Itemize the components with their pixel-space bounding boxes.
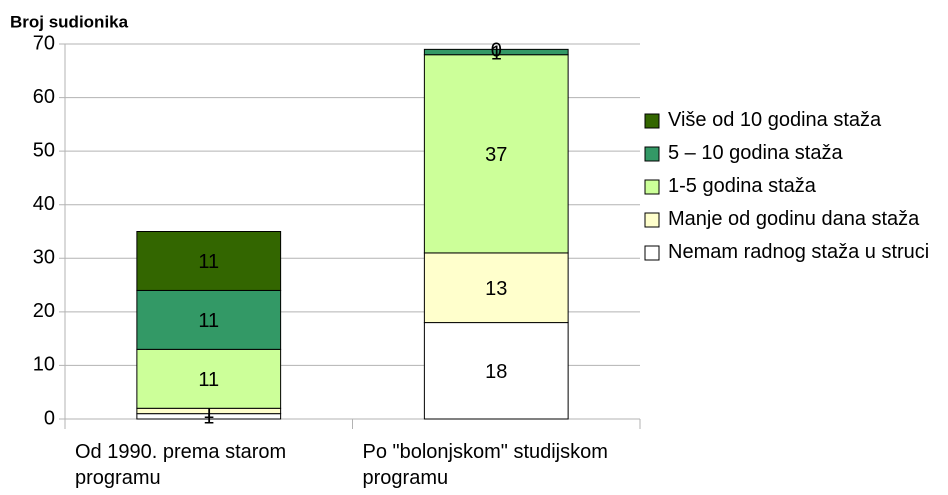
legend-swatch: [644, 245, 660, 261]
y-tick-label: 70: [33, 32, 55, 54]
legend-label: 1-5 godina staža: [668, 175, 817, 197]
y-tick-label: 0: [44, 407, 55, 429]
legend-swatch: [644, 179, 660, 195]
data-label: 0: [491, 40, 502, 62]
y-tick-label: 40: [33, 193, 55, 215]
data-label: 11: [198, 310, 219, 332]
y-tick-label: 60: [33, 86, 55, 108]
legend-swatch: [644, 146, 660, 162]
data-label: 13: [485, 278, 507, 300]
legend-label: Više od 10 godina staža: [668, 109, 882, 131]
data-label: 1: [203, 407, 214, 429]
y-axis-title: Broj sudionika: [10, 12, 129, 31]
legend-swatch: [644, 113, 660, 129]
data-label: 1: [203, 401, 214, 423]
legend-label: Nemam radnog staža u struci: [668, 241, 929, 263]
legend-label: 5 – 10 godina staža: [668, 142, 843, 164]
bar-segment: [423, 252, 569, 324]
bar-segment: [136, 348, 282, 409]
bar-segment: [423, 54, 569, 254]
bar-segment: [423, 322, 569, 420]
x-tick-label: Od 1990. prema starom programu: [75, 441, 292, 489]
y-tick-label: 10: [33, 354, 55, 376]
legend-swatch: [644, 212, 660, 228]
bar-segment: [136, 231, 282, 291]
x-tick-label: Po "bolonjskom" studijskom programu: [363, 441, 614, 489]
bar-segment: [136, 289, 282, 350]
data-label: 11: [198, 369, 219, 391]
data-label: 37: [485, 144, 507, 166]
y-tick-label: 20: [33, 300, 55, 322]
data-label: 11: [198, 251, 219, 273]
y-tick-label: 50: [33, 139, 55, 161]
data-label: 1: [491, 42, 502, 64]
legend-label: Manje od godinu dana staža: [668, 208, 920, 230]
bar-segment: [423, 48, 569, 56]
data-label: 18: [485, 361, 507, 383]
y-tick-label: 30: [33, 247, 55, 269]
